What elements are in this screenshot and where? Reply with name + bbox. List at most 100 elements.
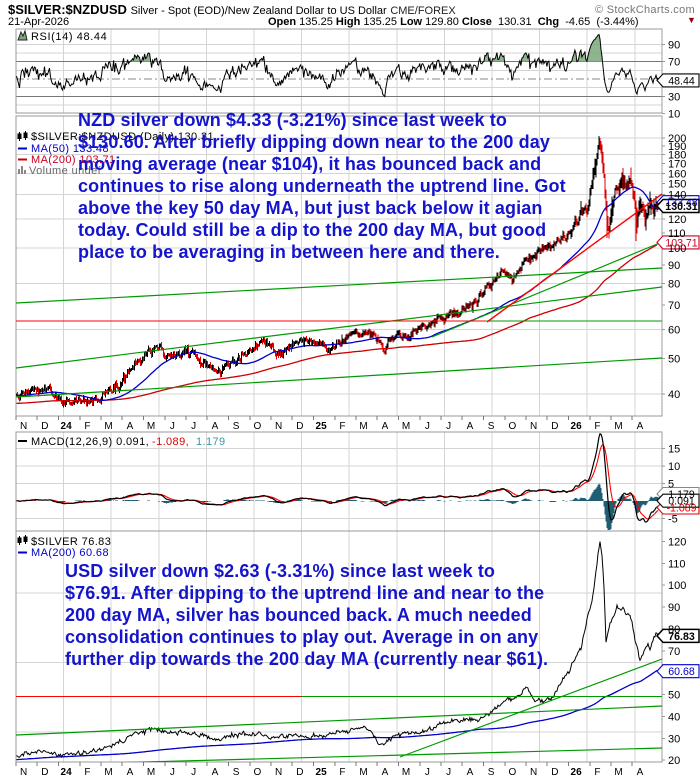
svg-text:$SILVER:$NZDUSD (Daily) 130.31: $SILVER:$NZDUSD (Daily) 130.31 — [31, 131, 214, 143]
svg-text:M: M — [104, 421, 112, 432]
svg-text:A: A — [467, 421, 474, 432]
svg-text:70: 70 — [668, 300, 680, 312]
svg-text:103.71: 103.71 — [665, 237, 698, 249]
svg-text:5: 5 — [668, 478, 674, 490]
svg-text:D: D — [551, 421, 558, 432]
svg-text:M: M — [402, 767, 410, 778]
svg-text:80: 80 — [668, 279, 680, 291]
svg-text:O: O — [254, 767, 262, 778]
svg-text:N: N — [20, 767, 27, 778]
svg-text:140: 140 — [668, 190, 686, 202]
svg-text:1.179: 1.179 — [668, 489, 695, 501]
svg-text:M: M — [104, 767, 112, 778]
svg-text:70: 70 — [668, 646, 680, 658]
svg-text:26: 26 — [571, 421, 583, 432]
svg-text:Volume undef: Volume undef — [29, 165, 102, 177]
svg-text:N: N — [530, 767, 537, 778]
svg-text:110: 110 — [668, 228, 686, 240]
svg-text:50: 50 — [668, 690, 680, 702]
svg-text:A: A — [637, 421, 644, 432]
svg-text:A: A — [127, 767, 134, 778]
svg-text:150: 150 — [668, 179, 686, 191]
svg-text:26: 26 — [571, 767, 583, 778]
svg-text:200: 200 — [668, 133, 686, 145]
svg-text:24: 24 — [61, 421, 73, 432]
svg-text:$SILVER 76.83: $SILVER 76.83 — [31, 536, 111, 548]
svg-text:20: 20 — [668, 755, 680, 767]
svg-text:24: 24 — [61, 767, 73, 778]
svg-text:100: 100 — [668, 580, 686, 592]
svg-text:1.179: 1.179 — [196, 436, 226, 448]
svg-text:M: M — [359, 421, 367, 432]
svg-text:M: M — [402, 421, 410, 432]
svg-text:MA(200) 60.68: MA(200) 60.68 — [31, 547, 109, 559]
svg-text:A: A — [382, 767, 389, 778]
svg-text:A: A — [382, 421, 389, 432]
svg-text:A: A — [212, 767, 219, 778]
svg-text:-5: -5 — [668, 514, 678, 526]
svg-text:A: A — [212, 421, 219, 432]
svg-text:J: J — [170, 767, 175, 778]
svg-text:M: M — [147, 421, 155, 432]
svg-text:15: 15 — [668, 443, 680, 455]
svg-text:D: D — [296, 421, 303, 432]
svg-text:70: 70 — [668, 57, 680, 69]
svg-text:F: F — [339, 421, 345, 432]
svg-text:F: F — [339, 767, 345, 778]
svg-text:130.31: 130.31 — [665, 201, 698, 213]
svg-text:N: N — [275, 767, 282, 778]
svg-text:M: M — [614, 767, 622, 778]
svg-text:J: J — [191, 767, 196, 778]
svg-text:M: M — [359, 767, 367, 778]
svg-text:25: 25 — [316, 767, 328, 778]
svg-text:D: D — [41, 421, 48, 432]
svg-text:170: 170 — [668, 159, 686, 171]
svg-text:O: O — [509, 767, 517, 778]
svg-text:F: F — [594, 421, 600, 432]
svg-text:S: S — [233, 767, 240, 778]
svg-text:N: N — [20, 421, 27, 432]
svg-text:30: 30 — [668, 733, 680, 745]
svg-text:60: 60 — [668, 325, 680, 337]
svg-text:10: 10 — [668, 109, 680, 121]
svg-text:120: 120 — [668, 214, 686, 226]
svg-text:90: 90 — [668, 39, 680, 51]
svg-text:O: O — [509, 421, 517, 432]
svg-text:J: J — [170, 421, 175, 432]
svg-text:40: 40 — [668, 712, 680, 724]
svg-text:F: F — [84, 421, 90, 432]
svg-text:0.091: 0.091 — [668, 496, 695, 508]
svg-text:F: F — [84, 767, 90, 778]
svg-text:MA(50) 133.48: MA(50) 133.48 — [31, 143, 109, 155]
svg-text:MA(200) 103.71: MA(200) 103.71 — [31, 154, 115, 166]
svg-text:MACD(12,26,9) 0.091,: MACD(12,26,9) 0.091, — [31, 436, 149, 448]
svg-text:J: J — [446, 767, 451, 778]
svg-text:F: F — [594, 767, 600, 778]
svg-text:10: 10 — [668, 461, 680, 473]
svg-text:N: N — [530, 421, 537, 432]
svg-text:80: 80 — [668, 624, 680, 636]
svg-text:S: S — [488, 421, 495, 432]
svg-text:A: A — [637, 767, 644, 778]
svg-text:133.48: 133.48 — [665, 197, 698, 209]
svg-text:40: 40 — [668, 389, 680, 401]
svg-text:120: 120 — [668, 536, 686, 548]
svg-text:N: N — [275, 421, 282, 432]
svg-text:J: J — [446, 421, 451, 432]
svg-text:J: J — [425, 421, 430, 432]
svg-text:S: S — [233, 421, 240, 432]
svg-text:J: J — [191, 421, 196, 432]
svg-text:110: 110 — [668, 558, 686, 570]
svg-text:M: M — [147, 767, 155, 778]
svg-text:76.83: 76.83 — [668, 631, 695, 643]
svg-text:-1.089,: -1.089, — [152, 436, 189, 448]
svg-text:90: 90 — [668, 602, 680, 614]
svg-text:O: O — [254, 421, 262, 432]
svg-text:D: D — [296, 767, 303, 778]
svg-text:60.68: 60.68 — [668, 666, 695, 678]
svg-text:M: M — [614, 421, 622, 432]
svg-text:25: 25 — [316, 421, 328, 432]
svg-text:90: 90 — [668, 260, 680, 272]
svg-text:RSI(14) 48.44: RSI(14) 48.44 — [31, 31, 107, 43]
svg-text:50: 50 — [668, 354, 680, 366]
